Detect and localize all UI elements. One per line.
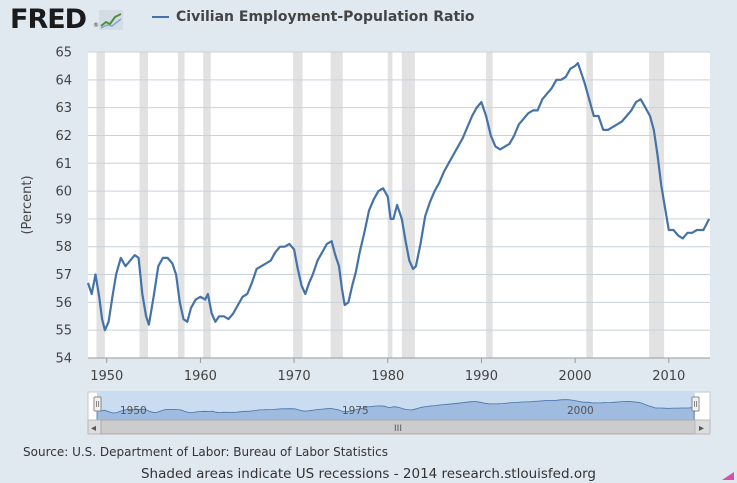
y-tick-label: 56: [55, 296, 72, 311]
range-navigator[interactable]: 1950 1975 2000: [87, 391, 711, 423]
scrollbar-grip-icon: III: [394, 424, 402, 434]
fred-logo: FRED: [10, 4, 87, 35]
y-tick-label: 57: [55, 268, 72, 283]
legend-swatch: [152, 16, 169, 18]
y-tick-label: 59: [55, 212, 72, 227]
recession-band-5: [330, 52, 343, 358]
x-tick-label: 1950: [90, 369, 123, 384]
y-tick-label: 58: [55, 240, 72, 255]
x-axis-ticks: 1950 1960 1970 1980 1990 2000 2010: [88, 357, 710, 384]
recession-band-2: [177, 52, 185, 358]
series-line-employment-ratio: [86, 61, 711, 332]
recession-band-8: [486, 52, 493, 358]
navigator-label-1975: 1975: [342, 405, 369, 417]
resize-corner-icon[interactable]: [722, 472, 734, 480]
recession-band-10: [649, 52, 665, 358]
x-tick-label: 1990: [465, 369, 498, 384]
navigator-area: [96, 399, 695, 421]
registered-mark: ®: [93, 22, 99, 29]
scroll-right-arrow-icon: ▸: [699, 423, 704, 434]
y-tick-label: 64: [55, 73, 72, 88]
x-tick-label: 1970: [278, 369, 311, 384]
y-tick-label: 62: [55, 129, 72, 144]
source-note: Source: U.S. Department of Labor: Bureau…: [23, 445, 388, 459]
recession-band-1: [139, 52, 148, 358]
x-tick-label: 1980: [371, 369, 404, 384]
navigator-left-handle[interactable]: [93, 396, 102, 412]
navigator-label-2000: 2000: [567, 405, 594, 417]
recession-band-3: [203, 52, 211, 358]
recession-band-7: [401, 52, 415, 358]
y-axis-ticks: 54 55 56 57 58 59 60 61 62 63 64 65: [55, 46, 72, 367]
fred-chart-logo-icon: [99, 10, 123, 30]
scrollbar[interactable]: ◂ III ▸: [87, 419, 711, 435]
recession-note: Shaded areas indicate US recessions - 20…: [140, 466, 596, 482]
legend-label: Civilian Employment-Population Ratio: [176, 9, 475, 25]
recession-band-9: [586, 52, 593, 358]
y-tick-label: 55: [55, 324, 72, 339]
y-tick-label: 65: [55, 46, 72, 61]
recession-band-4: [293, 52, 303, 358]
navigator-label-1950: 1950: [120, 405, 147, 417]
x-tick-label: 1960: [184, 369, 217, 384]
y-tick-label: 54: [55, 352, 72, 367]
y-tick-label: 63: [55, 101, 72, 116]
series-line: [86, 61, 711, 332]
x-tick-label: 2000: [559, 369, 592, 384]
x-tick-label: 2010: [652, 369, 685, 384]
y-axis-label: (Percent): [20, 175, 35, 234]
navigator-right-handle[interactable]: [691, 396, 700, 412]
chart-legend[interactable]: Civilian Employment-Population Ratio: [152, 9, 475, 25]
scroll-left-arrow-icon: ◂: [91, 423, 96, 434]
plot-area: 54 55 56 57 58 59 60 61 62 63 64 65 1950 1960 1970 198…: [20, 46, 711, 384]
scroll-right-button[interactable]: [694, 419, 711, 435]
y-tick-label: 61: [55, 157, 72, 172]
recession-band-0: [96, 52, 105, 358]
y-tick-label: 60: [55, 185, 72, 200]
recession-band-6: [387, 52, 393, 358]
